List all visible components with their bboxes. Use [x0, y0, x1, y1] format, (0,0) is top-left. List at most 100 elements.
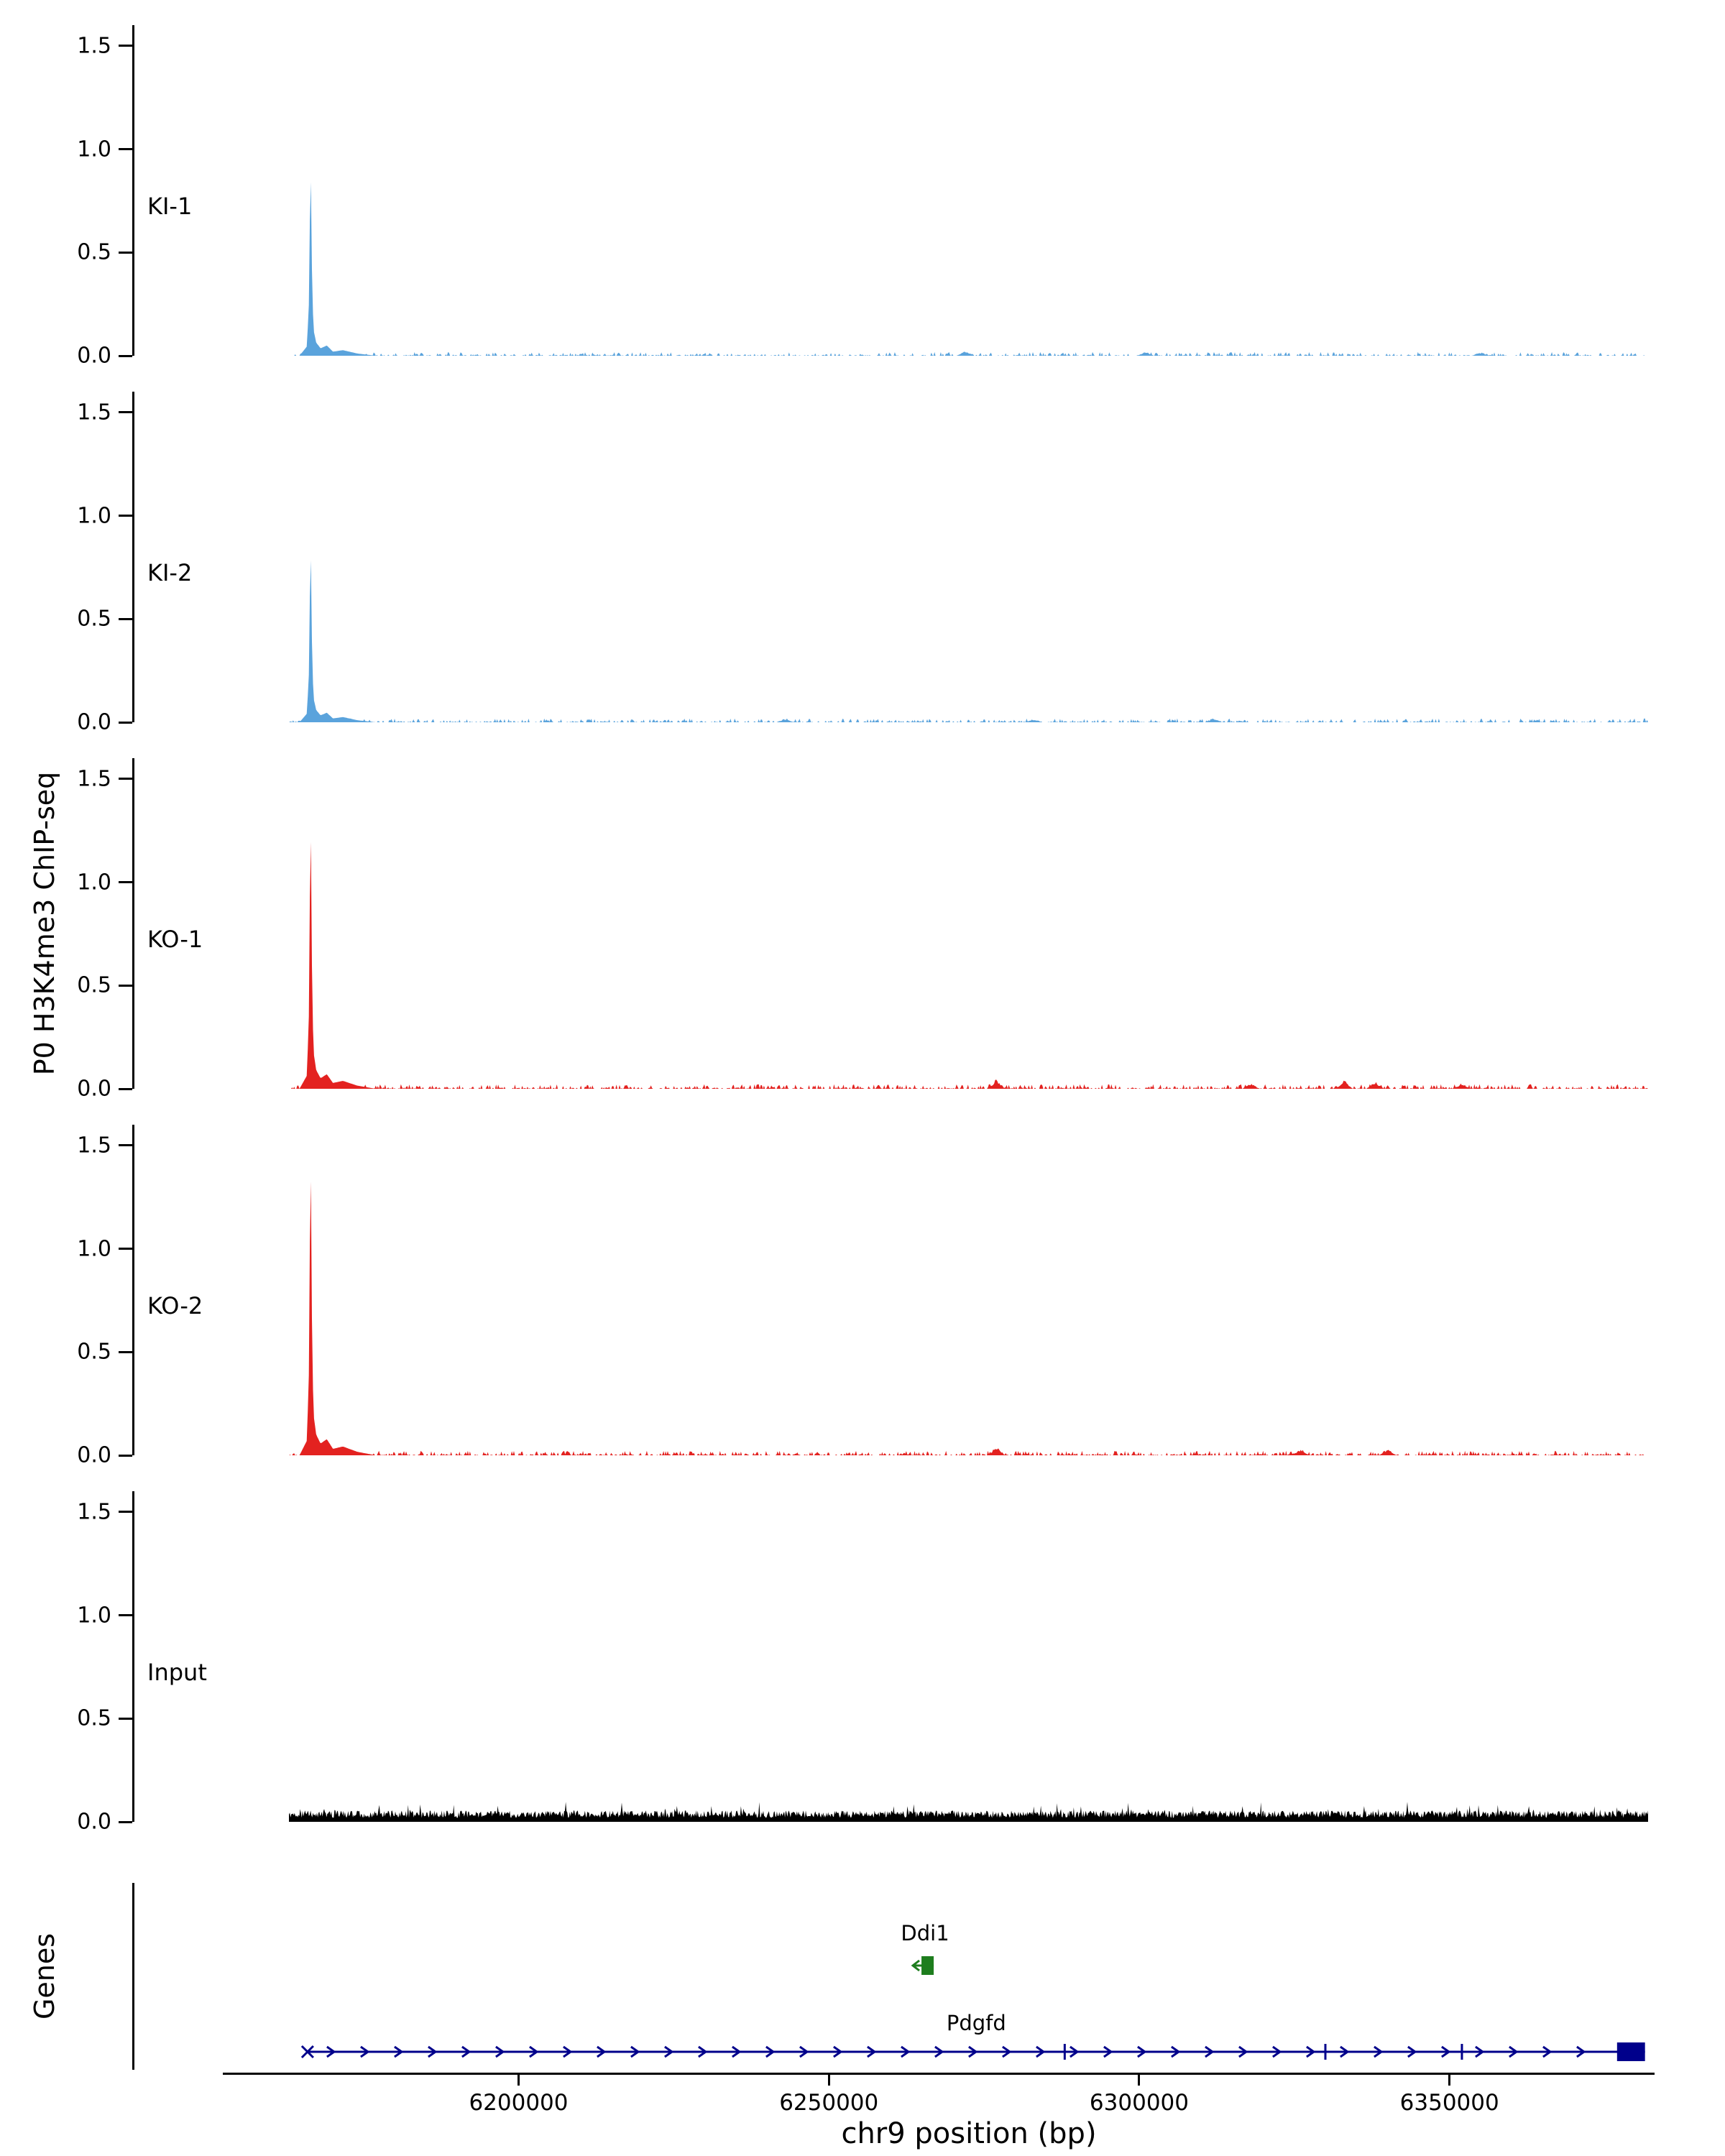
y-tick-label: 0.5: [77, 972, 111, 998]
y-tick-label: 0.5: [77, 606, 111, 632]
x-tick: [827, 2075, 830, 2086]
strand-arrow-icon: [799, 2045, 809, 2058]
track-ki-1: KI-1 1.5 1.0 0.5 0.0: [0, 25, 1725, 369]
strand-arrow-icon: [1475, 2045, 1485, 2058]
strand-arrow-icon: [1542, 2045, 1552, 2058]
x-tick-label: 6200000: [469, 2090, 569, 2116]
strand-arrow-icon: [1576, 2045, 1586, 2058]
signal-area-ki-2: [289, 560, 1648, 722]
track-ki-2: KI-2 1.5 1.0 0.5 0.0: [0, 392, 1725, 735]
y-axis-line: [132, 1491, 134, 1822]
strand-arrow-icon: [1509, 2045, 1519, 2058]
strand-arrow-icon: [1340, 2045, 1350, 2058]
signal-path-KI-2: [289, 560, 1648, 722]
y-tick-label: 0.0: [77, 343, 111, 369]
strand-arrow-icon: [1272, 2045, 1282, 2058]
signal-path-KO-2: [289, 1181, 1648, 1455]
y-tick: [119, 881, 132, 883]
y-tick-label: 0.5: [77, 239, 111, 265]
track-ko-2: KO-2 1.5 1.0 0.5 0.0: [0, 1125, 1725, 1468]
strand-arrow-icon: [461, 2045, 472, 2058]
gene-label-Ddi1: Ddi1: [901, 1921, 949, 1945]
strand-arrow-icon: [1238, 2045, 1248, 2058]
strand-arrow-icon: [867, 2045, 877, 2058]
y-tick: [119, 1087, 132, 1090]
strand-arrow-icon: [597, 2045, 607, 2058]
strand-arrow-icon: [1441, 2045, 1451, 2058]
strand-arrow-icon: [968, 2045, 978, 2058]
genes-panel: Ddi1 Pdgfd: [0, 1883, 1725, 2070]
y-tick: [119, 515, 132, 517]
strand-arrow-icon: [1374, 2045, 1384, 2058]
x-tick-label: 6300000: [1089, 2090, 1189, 2116]
strand-arrow-icon: [1070, 2045, 1080, 2058]
strand-arrow-icon: [732, 2045, 742, 2058]
strand-arrow-icon: [765, 2045, 776, 2058]
y-tick-label: 1.0: [77, 503, 111, 528]
genes-track: Ddi1 Pdgfd: [300, 1921, 1645, 2061]
signal-area-input: [289, 1802, 1648, 1822]
strand-arrow-icon: [1002, 2045, 1012, 2058]
strand-arrow-icon: [664, 2045, 674, 2058]
y-tick: [119, 1717, 132, 1720]
y-tick-label: 0.5: [77, 1339, 111, 1365]
signal-path-KI-1: [289, 182, 1648, 356]
y-tick-label: 1.0: [77, 137, 111, 162]
strand-arrow-icon: [1137, 2045, 1147, 2058]
genes-axis-line: [132, 1883, 134, 2070]
y-axis-line: [132, 392, 134, 722]
x-axis: 6200000 6250000 6300000 6350000 chr9 positi…: [0, 2073, 1725, 2156]
x-tick: [517, 2075, 520, 2086]
y-tick: [119, 1511, 132, 1514]
strand-arrow-icon: [833, 2045, 843, 2058]
y-tick: [119, 778, 132, 780]
strand-arrow-icon: [1407, 2045, 1417, 2058]
strand-arrow-icon: [1306, 2045, 1316, 2058]
y-tick: [119, 1614, 132, 1616]
y-tick-label: 1.0: [77, 870, 111, 895]
signal-area-ko-1: [289, 842, 1648, 1089]
strand-arrow-icon: [911, 1959, 920, 1972]
y-tick: [119, 1248, 132, 1250]
x-tick-label: 6250000: [779, 2090, 879, 2116]
y-tick-label: 1.0: [77, 1236, 111, 1261]
exon-box: [1616, 2042, 1645, 2061]
y-tick: [119, 1144, 132, 1147]
y-tick: [119, 617, 132, 620]
track-label-ko-1: KO-1: [147, 926, 203, 953]
strand-arrow-icon: [934, 2045, 944, 2058]
y-tick-label: 1.5: [77, 1499, 111, 1525]
y-tick-label: 0.0: [77, 1076, 111, 1102]
y-axis-line: [132, 25, 134, 356]
y-tick-label: 1.5: [77, 400, 111, 425]
y-tick: [119, 1454, 132, 1457]
strand-arrow-icon: [630, 2045, 640, 2058]
strand-arrow-icon: [360, 2045, 370, 2058]
y-tick-label: 0.0: [77, 1809, 111, 1835]
y-tick-label: 0.0: [77, 1442, 111, 1468]
strand-arrow-icon: [529, 2045, 539, 2058]
signal-area-ko-2: [289, 1181, 1648, 1455]
strand-arrow-icon: [563, 2045, 573, 2058]
track-label-ki-2: KI-2: [147, 559, 193, 586]
track-ko-1: KO-1 1.5 1.0 0.5 0.0: [0, 758, 1725, 1102]
y-tick-label: 0.0: [77, 709, 111, 735]
gene-start-mark: [300, 2045, 314, 2059]
strand-arrow-icon: [1103, 2045, 1113, 2058]
gene-label-Pdgfd: Pdgfd: [947, 2011, 1006, 2035]
y-tick: [119, 721, 132, 724]
track-label-ko-2: KO-2: [147, 1292, 203, 1319]
strand-arrow-icon: [428, 2045, 438, 2058]
y-tick-label: 1.0: [77, 1603, 111, 1628]
y-tick-label: 1.5: [77, 33, 111, 59]
exon-box: [921, 1956, 934, 1975]
x-tick: [1138, 2075, 1141, 2086]
y-tick: [119, 984, 132, 987]
track-label-ki-1: KI-1: [147, 193, 193, 220]
x-tick: [1448, 2075, 1451, 2086]
y-tick-label: 0.5: [77, 1705, 111, 1731]
signal-path-KO-1: [289, 842, 1648, 1089]
y-tick-label: 1.5: [77, 766, 111, 792]
signal-area-ki-1: [289, 182, 1648, 356]
